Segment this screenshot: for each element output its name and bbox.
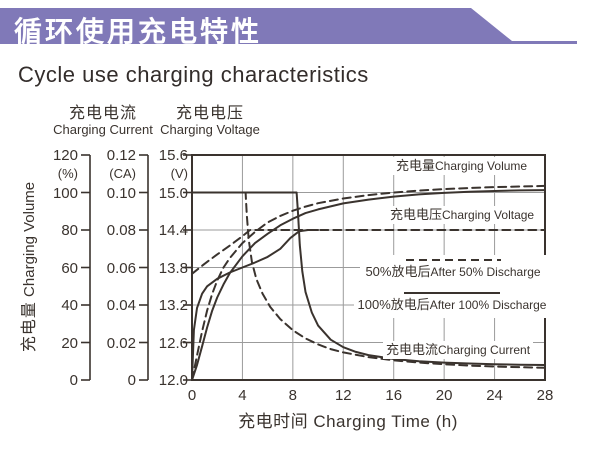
legend-100-label-zh: 100%放电后 — [357, 297, 430, 312]
x-tick-label: 4 — [238, 387, 247, 404]
voltage-axis-title-en: Charging Voltage — [160, 121, 260, 137]
current-axis-header: 充电电流 Charging Current — [40, 105, 166, 137]
current-tick-label: 0.06 — [106, 259, 136, 277]
legend-100-label-en: After 100% Discharge — [429, 298, 547, 312]
curve-volume-after-50-discharge — [191, 184, 546, 381]
banner-bar — [0, 8, 577, 44]
x-tick-label: 28 — [536, 387, 554, 404]
legend-entry-50-percent-discharge: 50%放电后After 50% Discharge — [360, 255, 546, 288]
x-axis-title-zh: 充电时间 — [238, 412, 309, 431]
curve-volume-after-100-discharge — [191, 189, 546, 381]
voltage-tick-label: 13.2 — [158, 297, 188, 314]
current-axis-title-zh: 充电电流 — [68, 105, 137, 122]
solid-line-sample — [404, 292, 500, 294]
legend-entry-100-percent-discharge: 100%放电后After 100% Discharge — [354, 288, 550, 318]
voltage-axis-title-zh: 充电电压 — [175, 105, 244, 122]
volume-tick-label: 60 — [61, 259, 78, 277]
volume-tick-label: 20 — [61, 334, 78, 352]
charging-current-curve-label: 充电电流Charging Current — [383, 341, 534, 359]
voltage-unit-label: (V) — [170, 166, 188, 181]
voltage-tick-label: 15.6 — [158, 147, 188, 164]
charging-volume-curve-label: 充电量Charging Volume — [393, 157, 531, 175]
x-axis-title: 充电时间 Charging Time (h) — [193, 407, 503, 432]
voltage-tick-label: 12.6 — [158, 334, 188, 352]
page-title: Cycle use charging characteristics — [18, 62, 369, 87]
x-tick-label: 0 — [187, 387, 197, 404]
charging-current-label-en: Charging Current — [438, 343, 531, 357]
charging-voltage-label-zh: 充电电压 — [390, 207, 443, 222]
x-axis-title-en: Charging Time (h) — [313, 412, 458, 431]
charging-voltage-curve-label: 充电电压Charging Voltage — [387, 206, 538, 224]
volume-unit-label: (%) — [57, 166, 78, 181]
current-tick-label: 0.10 — [106, 184, 136, 202]
legend-50-label-en: After 50% Discharge — [430, 265, 541, 279]
voltage-axis-header: 充电电压 Charging Voltage — [150, 105, 270, 137]
voltage-tick-label: 14.4 — [158, 222, 188, 239]
legend-50-label-zh: 50%放电后 — [365, 264, 431, 279]
voltage-tick-label: 13.8 — [158, 259, 188, 277]
charging-current-label-zh: 充电电流 — [386, 342, 439, 357]
volume-tick-label: 40 — [61, 297, 78, 314]
x-tick-label: 12 — [334, 387, 352, 404]
volume-tick-label: 120 — [52, 147, 78, 164]
current-tick-label: 0.12 — [106, 147, 136, 164]
volume-tick-label: 100 — [52, 184, 78, 202]
dashed-line-sample — [405, 259, 501, 261]
curve-current-after-50-discharge — [191, 191, 546, 369]
current-unit-label: (CA) — [109, 166, 136, 181]
current-tick-label: 0 — [127, 372, 136, 389]
x-tick-label: 24 — [486, 387, 503, 404]
curve-voltage-after-100-discharge — [191, 229, 320, 381]
curve-voltage-after-50-discharge — [191, 229, 546, 275]
current-tick-label: 0.04 — [106, 297, 136, 314]
volume-tick-label: 0 — [69, 372, 78, 389]
charging-voltage-label-en: Charging Voltage — [442, 208, 535, 222]
current-tick-label: 0.08 — [106, 222, 136, 239]
current-axis-title-en: Charging Current — [53, 121, 153, 137]
x-tick-label: 16 — [385, 387, 403, 404]
x-tick-label: 20 — [435, 387, 453, 404]
volume-tick-label: 80 — [61, 222, 78, 239]
voltage-tick-label: 15.0 — [158, 184, 188, 202]
curve-current-after-100-discharge — [191, 191, 546, 366]
banner-title-zh: 循环使用充电特性 — [14, 16, 263, 47]
charging-volume-label-zh: 充电量 — [396, 158, 436, 173]
voltage-tick-label: 12.0 — [158, 372, 188, 389]
charging-volume-label-en: Charging Volume — [435, 159, 528, 173]
x-tick-label: 8 — [288, 387, 298, 404]
current-tick-label: 0.02 — [106, 334, 136, 352]
